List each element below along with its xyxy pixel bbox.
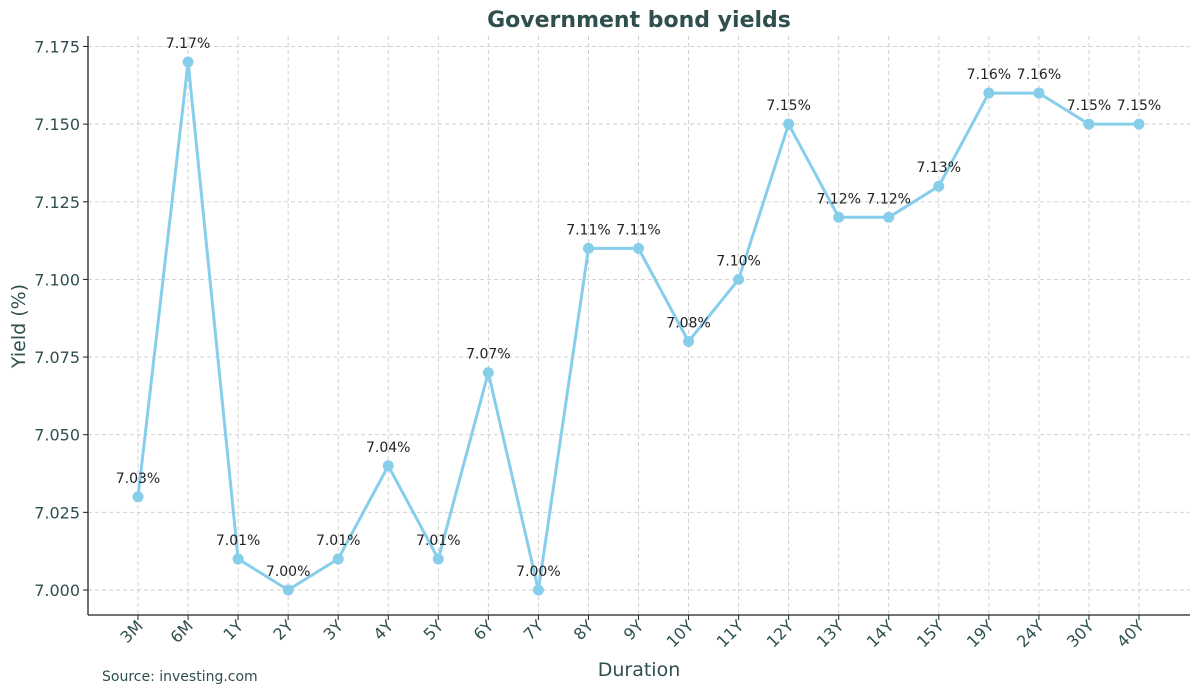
data-point	[1083, 118, 1095, 130]
x-tick-label: 10Y	[663, 616, 698, 651]
x-tick-label: 11Y	[713, 616, 748, 651]
y-tick-label: 7.150	[34, 115, 80, 134]
data-label: 7.16%	[967, 67, 1011, 83]
data-label: 7.00%	[266, 564, 310, 580]
data-point	[332, 553, 344, 565]
data-label: 7.11%	[566, 222, 610, 238]
data-point	[132, 491, 144, 503]
x-tick-label: 5Y	[420, 616, 448, 644]
y-tick-label: 7.075	[34, 348, 80, 367]
data-point	[432, 553, 444, 565]
data-point	[733, 273, 745, 285]
x-tick-label: 9Y	[620, 616, 648, 644]
data-point	[532, 584, 544, 596]
data-point	[983, 87, 995, 99]
x-tick-label: 6M	[166, 616, 196, 646]
data-label: 7.01%	[316, 533, 360, 549]
data-point	[633, 242, 644, 254]
x-tick-label: 7Y	[520, 616, 548, 644]
x-tick-label: 13Y	[813, 616, 848, 651]
data-point	[933, 180, 945, 192]
x-tick-label: 12Y	[763, 616, 798, 651]
x-tick-label: 1Y	[219, 616, 247, 644]
data-point	[282, 584, 294, 596]
y-tick-label: 7.100	[34, 270, 80, 289]
data-label: 7.11%	[616, 222, 660, 238]
x-tick-labels: 3M 6M 1Y 2Y 3Y 4Y 5Y 6Y 7Y 8Y 9Y 10Y 11Y 12Y 13Y 14Y 15Y…	[116, 615, 1148, 651]
data-label: 7.08%	[666, 316, 710, 332]
grid	[88, 36, 1190, 615]
data-point	[883, 211, 895, 223]
data-label: 7.03%	[116, 471, 160, 487]
data-point	[683, 336, 695, 348]
data-point	[1033, 87, 1045, 99]
source-note: Source: investing.com	[102, 669, 258, 685]
data-label: 7.12%	[867, 191, 911, 207]
data-label: 7.04%	[366, 440, 410, 456]
data-point	[833, 211, 845, 223]
y-axis-label: Yield (%)	[8, 284, 30, 369]
data-point	[182, 56, 194, 68]
data-point	[783, 118, 795, 130]
data-label: 7.01%	[216, 533, 260, 549]
y-tick-label: 7.025	[34, 503, 80, 522]
data-point	[232, 553, 244, 565]
data-point	[382, 460, 394, 472]
x-tick-label: 3Y	[319, 616, 347, 644]
data-label: 7.12%	[816, 191, 860, 207]
data-point	[482, 367, 494, 379]
x-tick-label: 8Y	[570, 616, 598, 644]
chart-title: Government bond yields	[487, 8, 791, 33]
x-tick-label: 30Y	[1063, 616, 1098, 651]
x-tick-label: 14Y	[863, 616, 898, 651]
y-tick-label: 7.000	[34, 581, 80, 600]
data-label: 7.15%	[766, 98, 810, 114]
series	[132, 56, 1145, 596]
x-axis-label: Duration	[598, 659, 681, 681]
x-tick-label: 15Y	[913, 616, 948, 651]
x-tick-label: 4Y	[370, 616, 398, 644]
data-label: 7.10%	[716, 253, 760, 269]
x-tick-label: 2Y	[269, 616, 297, 644]
data-label: 7.16%	[1017, 67, 1061, 83]
data-label: 7.15%	[1067, 98, 1111, 114]
data-point	[582, 242, 594, 254]
data-label: 7.15%	[1117, 98, 1161, 114]
x-tick-label: 24Y	[1013, 616, 1048, 651]
x-tick-label: 3M	[116, 616, 146, 646]
y-tick-label: 7.175	[34, 37, 80, 56]
x-tick-label: 40Y	[1113, 616, 1148, 651]
x-tick-label: 19Y	[963, 616, 998, 651]
data-label: 7.00%	[516, 564, 560, 580]
data-label: 7.07%	[466, 347, 510, 363]
y-tick-label: 7.125	[34, 193, 80, 212]
data-point	[1133, 118, 1145, 130]
data-label: 7.13%	[917, 160, 961, 176]
data-label: 7.17%	[166, 36, 210, 52]
data-labels: 7.03% 7.17% 7.01% 7.00% 7.01% 7.04% 7.01% 7.07%…	[116, 36, 1161, 580]
axes	[87, 36, 1190, 616]
y-tick-label: 7.050	[34, 426, 80, 445]
x-tick-label: 6Y	[470, 616, 498, 644]
y-tick-labels: 7.000 7.025 7.050 7.075 7.100 7.125 7.150 7.175	[34, 37, 88, 600]
data-label: 7.01%	[416, 533, 460, 549]
